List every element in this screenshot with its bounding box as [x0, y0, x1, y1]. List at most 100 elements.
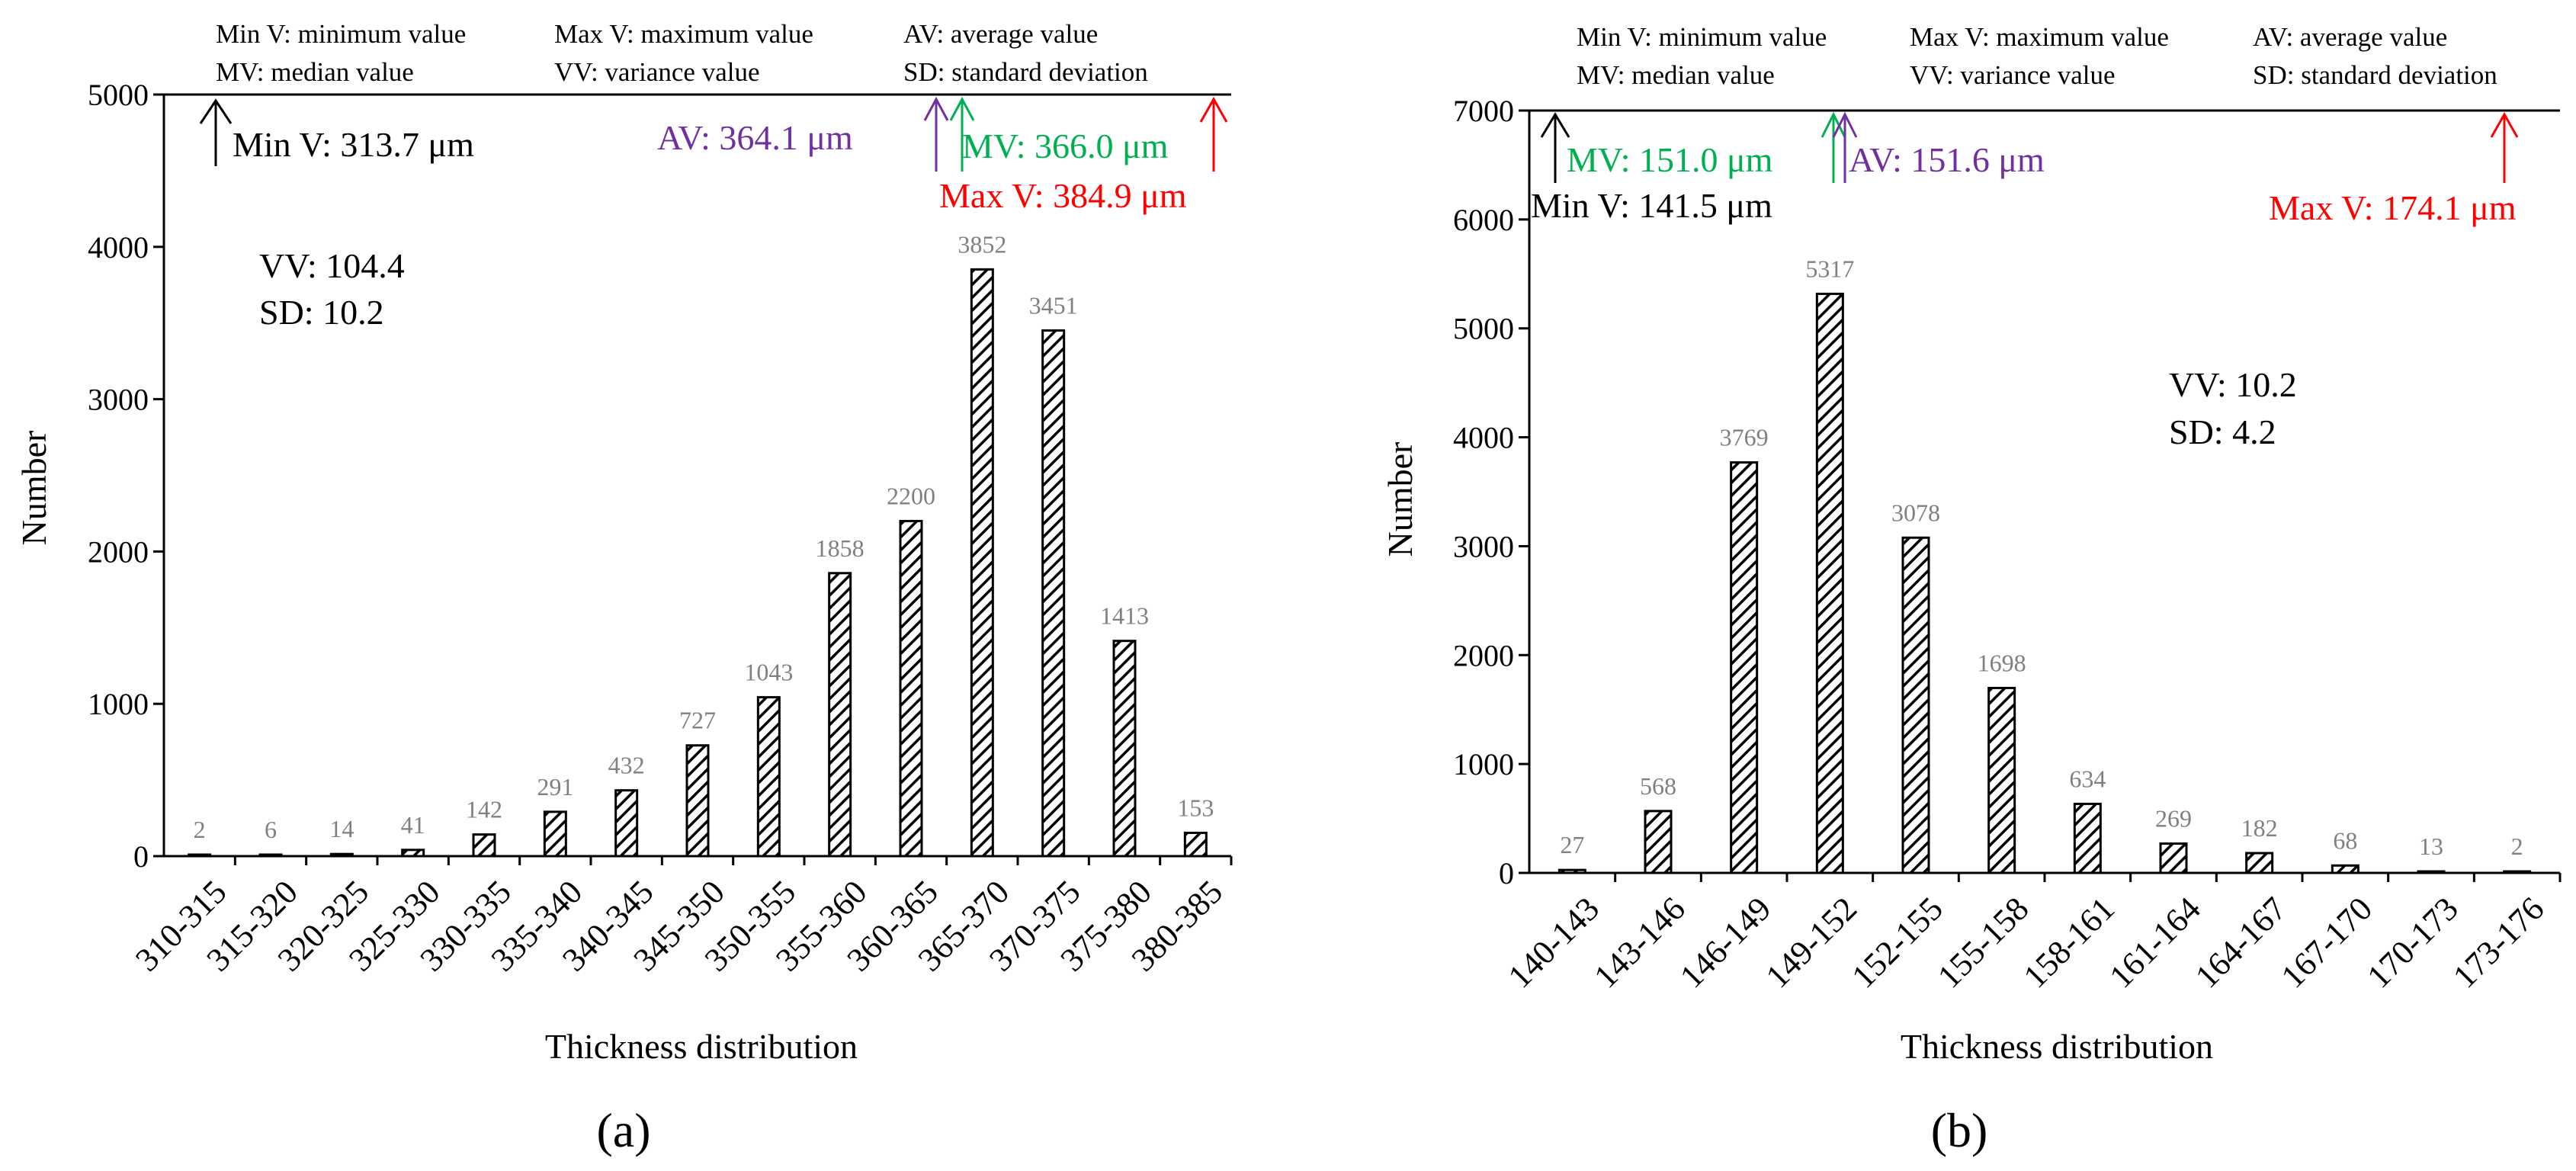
data-label: 634 [2069, 765, 2106, 792]
y-tick-label: 1000 [1453, 747, 1514, 781]
stat-a-mv: MV: 366.0 μm [962, 127, 1169, 165]
x-tick-label: 149-152 [1759, 890, 1864, 995]
x-tick-label: 161-164 [2103, 890, 2208, 995]
stat-b-min: Min V: 141.5 μm [1531, 186, 1772, 225]
bar [2417, 870, 2446, 874]
marker-a-mv [949, 96, 975, 172]
legend-b-av: AV: average value [2253, 22, 2447, 52]
x-axis-label-a: Thickness distribution [545, 1027, 858, 1066]
stat-b-vv: VV: 10.2 [2169, 365, 2297, 404]
marker-b-av [1832, 111, 1858, 183]
marker-a-min [199, 98, 233, 166]
stat-a-sd: SD: 10.2 [259, 293, 384, 332]
chart-a: Min V: minimum value MV: median value Ma… [14, 19, 1233, 1157]
panel-label-a: (a) [596, 1103, 650, 1157]
bar [2245, 852, 2274, 874]
legend-a-min: Min V: minimum value [216, 19, 466, 49]
chart-b: Min V: minimum value MV: median value Ma… [1381, 22, 2562, 1157]
data-label: 432 [608, 752, 645, 779]
stat-a-vv: VV: 104.4 [259, 246, 405, 285]
x-tick-label: 146-149 [1673, 890, 1778, 995]
marker-a-av [923, 96, 949, 172]
bar [1730, 461, 1759, 874]
x-tick-label: 152-155 [1845, 890, 1950, 995]
data-label: 1698 [1978, 649, 2026, 676]
legend-a-mv: MV: median value [216, 57, 414, 87]
legend-a-vv: VV: variance value [554, 57, 760, 87]
bar [685, 744, 710, 858]
bar [828, 572, 852, 858]
bar [2503, 870, 2532, 874]
y-tick-label: 0 [1499, 856, 1514, 890]
legend-b-mv: MV: median value [1577, 60, 1775, 90]
legend-b-sd: SD: standard deviation [2253, 60, 2497, 90]
bar [2073, 802, 2102, 874]
bar [756, 696, 781, 858]
x-tick-label: 170-173 [2360, 890, 2465, 995]
data-label: 3451 [1029, 291, 1078, 319]
data-label: 3769 [1720, 424, 1769, 451]
bar [1987, 686, 2016, 874]
bar [1183, 831, 1208, 858]
y-axis-label-a: Number [14, 431, 53, 546]
data-label: 13 [2419, 833, 2443, 860]
data-label: 153 [1177, 794, 1214, 821]
data-label: 1413 [1100, 602, 1149, 630]
data-label: 14 [329, 815, 354, 842]
data-label: 41 [401, 811, 425, 839]
bar [1901, 536, 1930, 874]
data-label: 68 [2333, 826, 2357, 854]
bar [1815, 292, 1844, 874]
stat-a-av: AV: 364.1 μm [657, 118, 853, 157]
stat-b-mv: MV: 151.0 μm [1567, 140, 1773, 179]
bar [543, 810, 567, 858]
y-tick-label: 1000 [88, 687, 149, 721]
legend-b-max: Max V: maximum value [1910, 22, 2169, 52]
data-label: 3078 [1891, 499, 1940, 526]
data-label: 2200 [887, 482, 935, 509]
stat-b-sd: SD: 4.2 [2169, 412, 2276, 451]
bar [401, 849, 425, 858]
data-label: 3852 [958, 230, 1006, 258]
data-label: 142 [466, 796, 502, 823]
y-tick-label: 3000 [1453, 529, 1514, 563]
y-tick-label: 5000 [1453, 312, 1514, 346]
stat-a-min: Min V: 313.7 μm [233, 125, 474, 164]
bar [472, 833, 496, 858]
data-label: 1043 [744, 659, 793, 686]
marker-b-mv [1821, 111, 1846, 183]
bar [2159, 842, 2188, 874]
data-label: 2 [194, 816, 206, 843]
y-tick-label: 2000 [88, 534, 149, 569]
y-tick-label: 7000 [1453, 94, 1514, 128]
data-label: 291 [537, 773, 573, 800]
bar [970, 268, 994, 858]
y-tick-label: 2000 [1453, 638, 1514, 672]
bar [1644, 810, 1673, 874]
data-label: 727 [679, 707, 716, 734]
data-label: 269 [2155, 805, 2192, 833]
legend-a-av: AV: average value [903, 19, 1098, 49]
x-axis-label-b: Thickness distribution [1901, 1027, 2213, 1066]
y-tick-label: 6000 [1453, 203, 1514, 237]
bar [188, 853, 212, 858]
data-label: 6 [265, 816, 277, 843]
marker-a-max [1199, 96, 1228, 172]
legend-a-max: Max V: maximum value [554, 19, 813, 49]
x-tick-label: 173-176 [2446, 890, 2551, 995]
x-tick-label: 143-146 [1587, 890, 1692, 995]
y-axis-label-b: Number [1381, 442, 1420, 557]
x-tick-label: 167-170 [2274, 890, 2379, 995]
x-tick-label: 164-167 [2188, 890, 2293, 995]
y-tick-label: 0 [133, 839, 149, 874]
data-label: 568 [1640, 772, 1676, 800]
x-tick-label: 158-161 [2016, 890, 2122, 995]
bar [899, 519, 923, 858]
legend-b-min: Min V: minimum value [1577, 22, 1827, 52]
marker-b-max [2490, 111, 2519, 183]
panel-label-b: (b) [1931, 1103, 1988, 1157]
data-label: 1858 [816, 534, 865, 562]
stat-a-max: Max V: 384.9 μm [939, 176, 1187, 215]
y-tick-label: 4000 [1453, 421, 1514, 455]
